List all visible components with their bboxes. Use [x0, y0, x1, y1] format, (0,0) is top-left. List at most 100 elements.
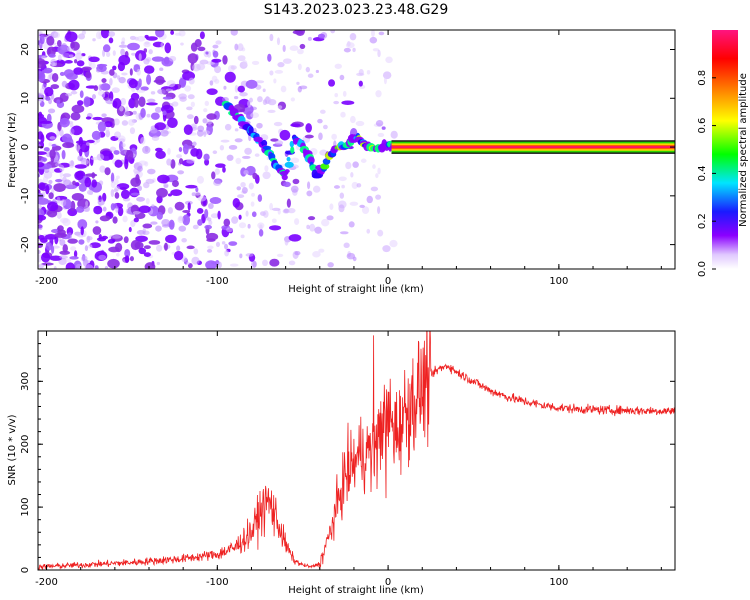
spectrogram-noise-blob [160, 42, 164, 49]
spectrogram-noise-blob [76, 206, 85, 213]
spectrogram-noise-blob [343, 242, 350, 249]
spectrogram-noise-blob [155, 30, 165, 38]
spectrogram-noise-blob [148, 240, 161, 245]
spectrogram-noise-blob [98, 254, 107, 261]
y-tick-label: 10 [20, 92, 31, 105]
spectrogram-noise-blob [288, 234, 302, 242]
spectrogram-ridge-blob [281, 174, 288, 181]
spectrogram-noise-blob [112, 65, 117, 71]
spectrogram-noise-blob [138, 160, 147, 166]
spectrogram-noise-blob [70, 90, 78, 95]
spectrogram-noise-blob [92, 226, 102, 235]
spectrogram-noise-blob [279, 129, 291, 141]
spectrogram-noise-blob [109, 146, 117, 152]
spectrogram-noise-blob [101, 78, 107, 83]
spectrogram-noise-blob [170, 30, 175, 35]
spectrogram-noise-blob [352, 161, 359, 168]
spectrogram-noise-blob [127, 42, 140, 51]
x-tick-label: 0 [385, 276, 391, 287]
spectrogram-noise-blob [77, 155, 84, 162]
spectrogram-noise-blob [193, 115, 199, 125]
spectrogram-noise-blob [238, 214, 242, 220]
spectrogram-noise-blob [269, 33, 274, 42]
spectrogram-noise-blob [101, 113, 107, 118]
spectrogram-noise-blob [222, 166, 226, 173]
spectrogram-noise-blob [56, 99, 61, 105]
spectrogram-noise-blob [176, 154, 182, 159]
spectrogram-noise-blob [133, 217, 139, 223]
spectrogram-noise-blob [38, 70, 42, 74]
spectrogram-noise-blob [145, 197, 150, 205]
spectrogram-noise-blob [276, 253, 284, 258]
spectrogram-noise-blob [128, 78, 138, 89]
spectrogram-noise-blob [243, 169, 249, 176]
spectrogram-noise-blob [59, 250, 71, 255]
spectrogram-noise-blob [268, 225, 282, 231]
y-tick-label: 0 [20, 567, 31, 573]
spectrogram-noise-blob [284, 238, 289, 246]
spectrogram-noise-blob [59, 171, 63, 179]
spectrogram-noise-blob [62, 218, 71, 227]
figure-title: S143.2023.023.23.48.G29 [264, 2, 449, 18]
spectrogram-noise-blob [224, 123, 232, 131]
spectrogram-noise-blob [102, 192, 107, 202]
spectrogram-noise-blob [244, 147, 252, 155]
spectrogram-noise-blob [207, 248, 213, 253]
spectrogram-noise-blob [150, 91, 156, 95]
x-tick-label: 0 [385, 577, 391, 588]
spectrogram-noise-blob [205, 51, 209, 55]
spectrogram-noise-blob [214, 168, 220, 175]
spectrogram-noise-blob [62, 176, 67, 182]
spectrogram-noise-blob [382, 71, 392, 80]
spectrogram-noise-blob [349, 115, 356, 124]
spectrogram-noise-blob [211, 75, 218, 83]
spectrogram-noise-blob [145, 36, 158, 41]
spectrogram-noise-blob [162, 110, 167, 116]
spectrogram-noise-blob [282, 44, 286, 53]
spectrogram-noise-blob [145, 102, 158, 106]
spectrogram-noise-blob [167, 147, 171, 155]
spectrogram-noise-blob [144, 65, 155, 74]
spectrogram-noise-blob [339, 192, 345, 199]
spectrogram-noise-blob [346, 252, 356, 260]
spectrogram-noise-blob [64, 60, 73, 64]
spectrogram-noise-blob [283, 181, 291, 188]
spectrogram-noise-blob [123, 110, 131, 117]
spectrogram-noise-blob [161, 218, 171, 227]
spectrogram-noise-blob [254, 153, 260, 157]
spectrogram-noise-blob [147, 168, 156, 175]
spectrogram-noise-blob [186, 261, 190, 265]
spectrogram-noise-blob [280, 85, 287, 93]
spectrogram-noise-blob [74, 171, 84, 181]
spectrogram-noise-blob [38, 92, 43, 96]
spectrogram-noise-blob [350, 172, 354, 178]
spectrogram-noise-blob [282, 58, 292, 64]
spectrogram-noise-blob [214, 65, 222, 74]
spectrogram-noise-blob [289, 45, 299, 51]
spectrogram-noise-blob [108, 37, 114, 44]
spectrogram-noise-blob [290, 97, 295, 102]
spectrogram-noise-blob [178, 93, 187, 100]
spectrogram-noise-blob [114, 192, 120, 199]
spectrogram-noise-blob [167, 193, 172, 197]
spectrogram-noise-blob [250, 201, 255, 207]
spectrogram-noise-blob [93, 205, 103, 215]
spectrogram-noise-blob [130, 192, 140, 196]
spectrogram-noise-blob [83, 205, 91, 213]
spectrogram-noise-blob [352, 47, 356, 53]
spectrogram-noise-blob [215, 40, 222, 45]
spectrogram-noise-blob [48, 53, 56, 58]
spectrogram-noise-blob [306, 224, 310, 230]
spectrogram-noise-blob [112, 235, 122, 239]
spectrogram-noise-blob [165, 88, 174, 92]
spectrogram-noise-blob [143, 245, 151, 250]
spectrogram-noise-blob [49, 149, 56, 160]
spectrogram-noise-blob [237, 43, 244, 52]
spectrogram-noise-blob [234, 85, 239, 93]
spectrogram-noise-blob [51, 143, 57, 148]
spectrogram-ridge-blob [286, 156, 291, 162]
spectrogram-noise-blob [91, 130, 102, 141]
spectrogram-noise-blob [84, 173, 98, 177]
spectrogram-noise-blob [120, 48, 126, 56]
spectrogram-noise-blob [306, 181, 311, 190]
